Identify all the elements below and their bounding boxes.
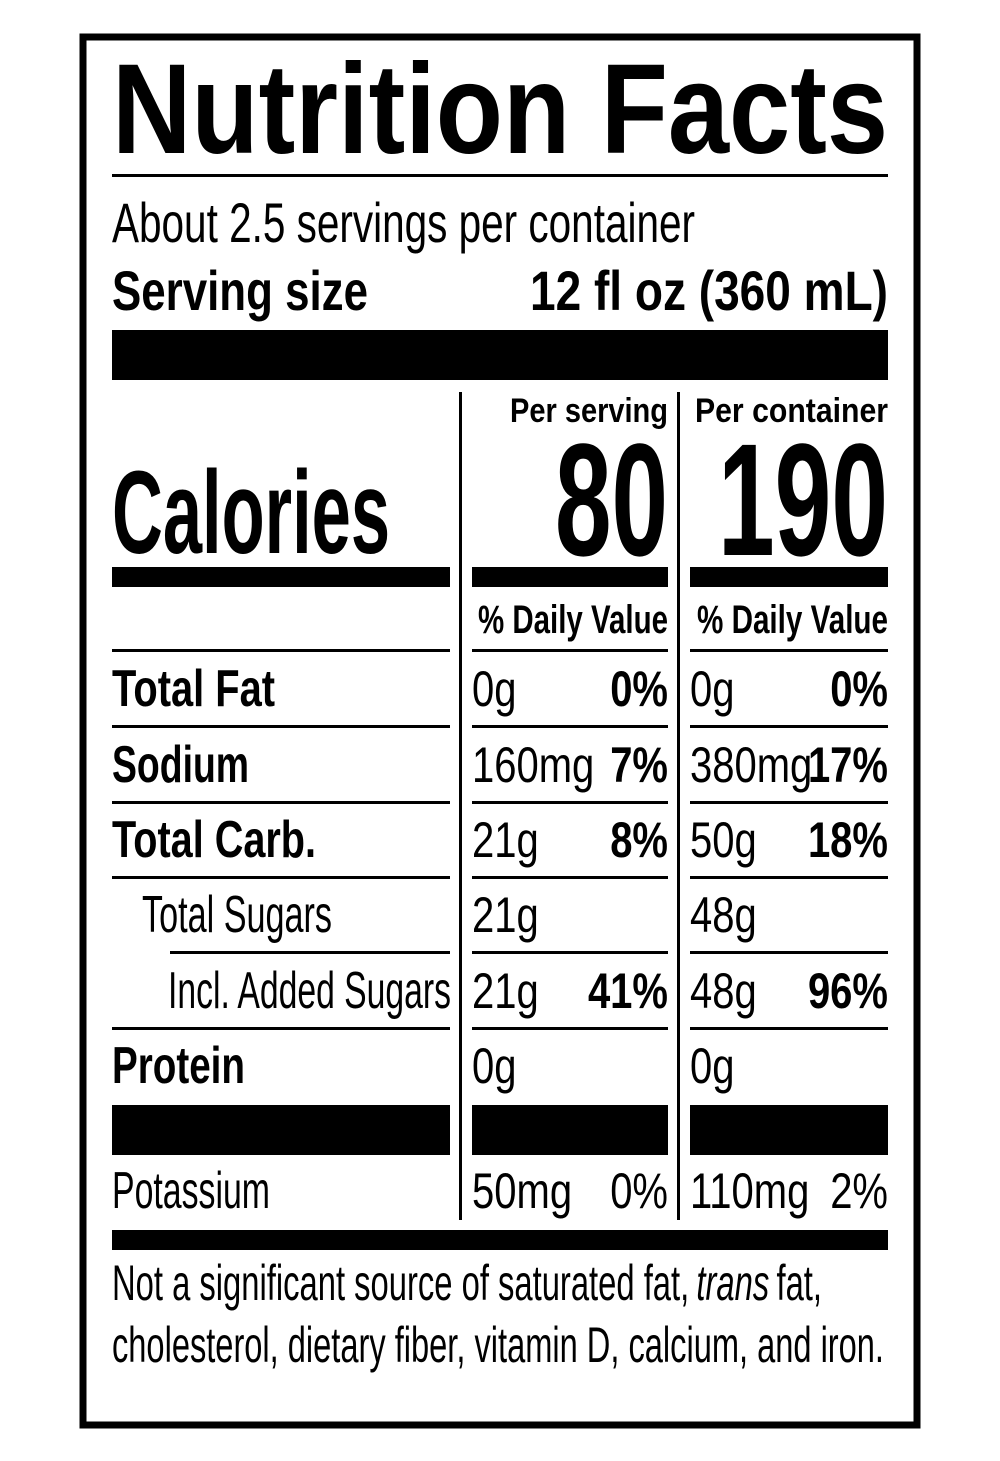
amount: 0g [472,1038,517,1094]
rule [690,876,888,879]
amount: 21g [472,963,539,1019]
nutrient-name: Total Fat [112,660,275,718]
amount: 50mg [472,1163,572,1219]
nutrient-name: Potassium [112,1162,270,1220]
rule [472,801,668,804]
footnote-text: cholesterol, dietary fiber, vitamin D, c… [112,1317,884,1373]
bar [690,567,888,587]
thick-bar [112,330,888,380]
amount: 50g [690,812,757,868]
dv-header: % Daily Value [697,598,888,642]
daily-value: 8% [610,812,668,868]
serving-size-value: 12 fl oz (360 mL) [530,259,888,322]
column-divider [677,392,680,1220]
rule [112,174,888,177]
rule [112,725,450,728]
nutrient-name: Protein [112,1037,245,1095]
amount: 0g [690,661,735,717]
nutrient-name: Total Carb. [112,811,316,869]
nutrient-name: Sodium [112,736,249,794]
calories-value: 190 [718,410,888,589]
rule [690,1027,888,1030]
footnote-line: cholesterol, dietary fiber, vitamin D, c… [112,1317,884,1373]
bar [690,1105,888,1155]
amount: 0g [690,1038,735,1094]
rule [690,649,888,652]
rule [472,725,668,728]
amount: 21g [472,812,539,868]
footnote-text: Not a significant source of saturated fa… [112,1255,689,1311]
rule [472,1027,668,1030]
footnote-line: Not a significant source of saturated fa… [112,1255,822,1311]
daily-value: 0% [610,661,668,717]
amount: 48g [690,963,757,1019]
bar [472,1105,668,1155]
amount: 0g [472,661,517,717]
daily-value: 18% [808,812,888,868]
rule [472,649,668,652]
daily-value: 0% [610,1163,668,1219]
serving-size-label: Serving size [112,259,368,322]
calorie-bars [112,567,888,587]
bar [472,567,668,587]
rule [690,725,888,728]
minerals-bars [112,1105,888,1155]
servings: About 2.5 servings per container [112,191,695,254]
amount: 110mg [690,1163,809,1219]
nutrient-name: Total Sugars [142,886,332,944]
rule [112,1027,450,1030]
rule [170,951,450,954]
footnote-text: fat, [776,1255,822,1311]
amount: 160mg [472,737,594,793]
daily-value: 17% [808,737,888,793]
daily-value: 7% [610,737,668,793]
column-header: Per container [695,392,888,430]
calories-label: Calories [112,447,390,579]
footnote-text: trans [696,1255,769,1311]
column-header: Per serving [510,392,668,430]
rule [112,876,450,879]
rule [112,801,450,804]
rule [690,801,888,804]
nutrient-name: Incl. Added Sugars [168,962,451,1020]
column-divider [459,392,462,1220]
rule [472,876,668,879]
amount: 380mg [690,737,812,793]
title: Nutrition Facts [112,38,888,181]
dv-header: % Daily Value [478,598,668,642]
daily-value: 41% [588,963,668,1019]
daily-value: 2% [830,1163,888,1219]
row-rules [112,649,888,1030]
daily-value: 0% [830,661,888,717]
outer-border [79,33,921,1429]
bar [112,1105,450,1155]
bar [112,567,450,587]
rule [690,951,888,954]
rule [112,649,450,652]
amount: 21g [472,887,539,943]
daily-value: 96% [808,963,888,1019]
thick-bar [112,1230,888,1250]
amount: 48g [690,887,757,943]
rule [472,951,668,954]
calories-value: 80 [555,410,668,589]
